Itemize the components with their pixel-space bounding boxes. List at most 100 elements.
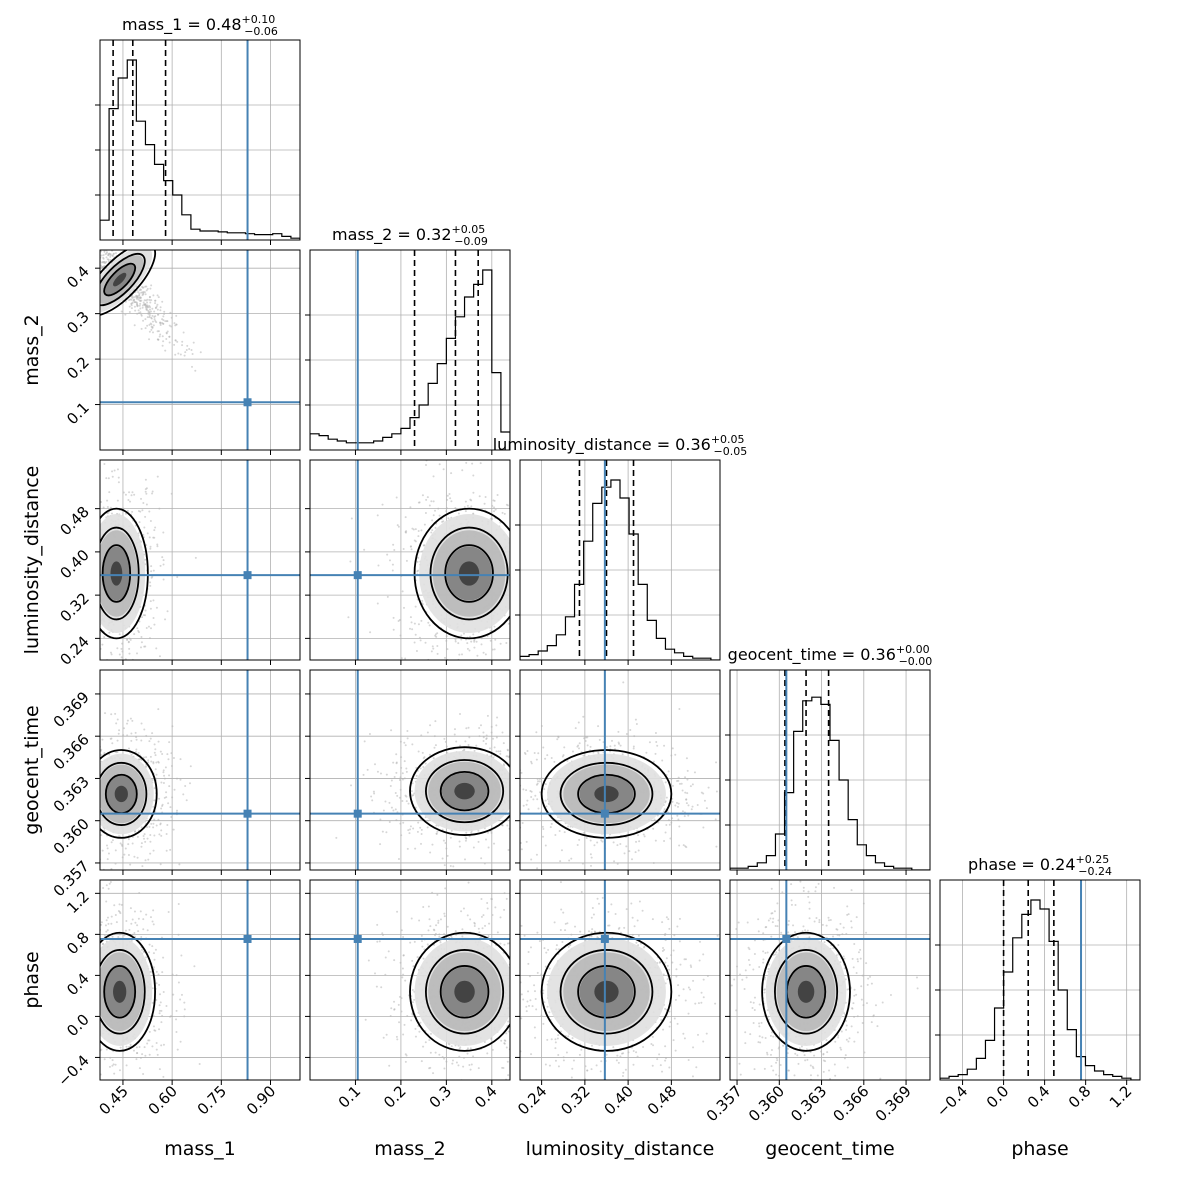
sample-point [67,597,69,599]
sample-point [350,517,353,520]
sample-point [368,733,371,736]
sample-point [140,758,143,761]
sample-point [445,635,448,638]
sample-point [124,300,127,303]
sample-point [516,547,518,549]
sample-point [91,843,93,845]
sample-point [499,750,502,753]
sample-point [133,633,136,636]
sample-point [115,921,118,924]
contour-line [439,771,490,812]
sample-point [393,776,396,779]
panel-frame [309,249,511,451]
sample-point [59,543,61,545]
sample-point [88,240,90,242]
sample-point [136,835,139,838]
sample-point [437,507,440,510]
sample-point [399,634,402,637]
sample-point [79,230,81,232]
sample-point [126,509,129,512]
sample-point [149,547,152,550]
sample-point [142,293,145,296]
sample-point [671,784,674,787]
sample-point [496,493,499,496]
sample-point [148,1053,151,1056]
panels: mass_1 = 0.48+0.10 −0.060.10.20.30.4mass_… [21,13,1141,1160]
sample-point [77,801,79,803]
sample-point [154,299,157,302]
sample-point [403,741,406,744]
sample-point [79,225,81,227]
panel-mass_1-vs-mass_1: mass_1 = 0.48+0.10 −0.06 [95,13,301,245]
sample-point [409,828,412,831]
sample-point [168,341,171,344]
sample-point [145,299,148,302]
sample-point [91,253,93,255]
sample-point [138,304,141,307]
sample-point [124,664,126,666]
sample-point [149,301,152,304]
sample-point [402,548,405,551]
sample-point [99,245,101,247]
sample-point [541,835,544,838]
sample-point [131,842,134,845]
sample-point [516,848,518,850]
sample-point [532,549,534,551]
sample-point [87,1037,89,1039]
sample-point [405,559,408,562]
sample-point [156,543,159,546]
sample-point [514,594,516,596]
sample-point [152,849,155,852]
sample-point [535,790,537,792]
sample-point [586,744,589,747]
sample-point [555,844,557,846]
sample-point [557,736,560,739]
sample-point [137,631,140,634]
sample-point [680,782,683,785]
sample-point [111,1059,114,1062]
sample-point [156,303,159,306]
sample-point [180,954,183,957]
sample-point [93,226,95,228]
sample-point [97,619,99,621]
sample-point [91,789,93,791]
sample-point [91,636,93,638]
panel-frame [99,249,301,451]
sample-point [467,743,470,746]
sample-point [91,1028,93,1030]
sample-point [152,826,155,829]
panel-title-mass_1: mass_1 = 0.48+0.10 −0.06 [122,13,278,38]
sample-point [596,885,598,887]
sample-point [148,298,151,301]
sample-point [92,250,94,252]
sample-point [129,500,132,503]
sample-point [464,500,467,503]
sample-point [91,654,93,656]
sample-point [687,804,690,807]
sample-point [158,1009,161,1012]
sample-point [93,254,95,256]
sample-point [144,614,147,617]
sample-point [146,301,149,304]
sample-point [191,352,194,355]
sample-point [128,637,131,640]
sample-point [111,470,114,473]
sample-point [88,772,90,774]
sample-point [149,312,152,315]
sample-point [136,652,139,655]
sample-point [399,822,402,825]
sample-point [89,997,91,999]
sample-point [69,778,71,780]
sample-point [176,1048,179,1051]
sample-point [557,887,559,889]
sample-point [125,1045,128,1048]
sample-point [432,514,435,517]
sample-point [376,770,379,773]
sample-point [676,805,679,808]
sample-point [675,801,678,804]
sample-point [544,799,547,802]
sample-point [181,340,184,343]
sample-point [703,799,706,802]
sample-point [669,837,672,840]
sample-point [95,713,97,715]
